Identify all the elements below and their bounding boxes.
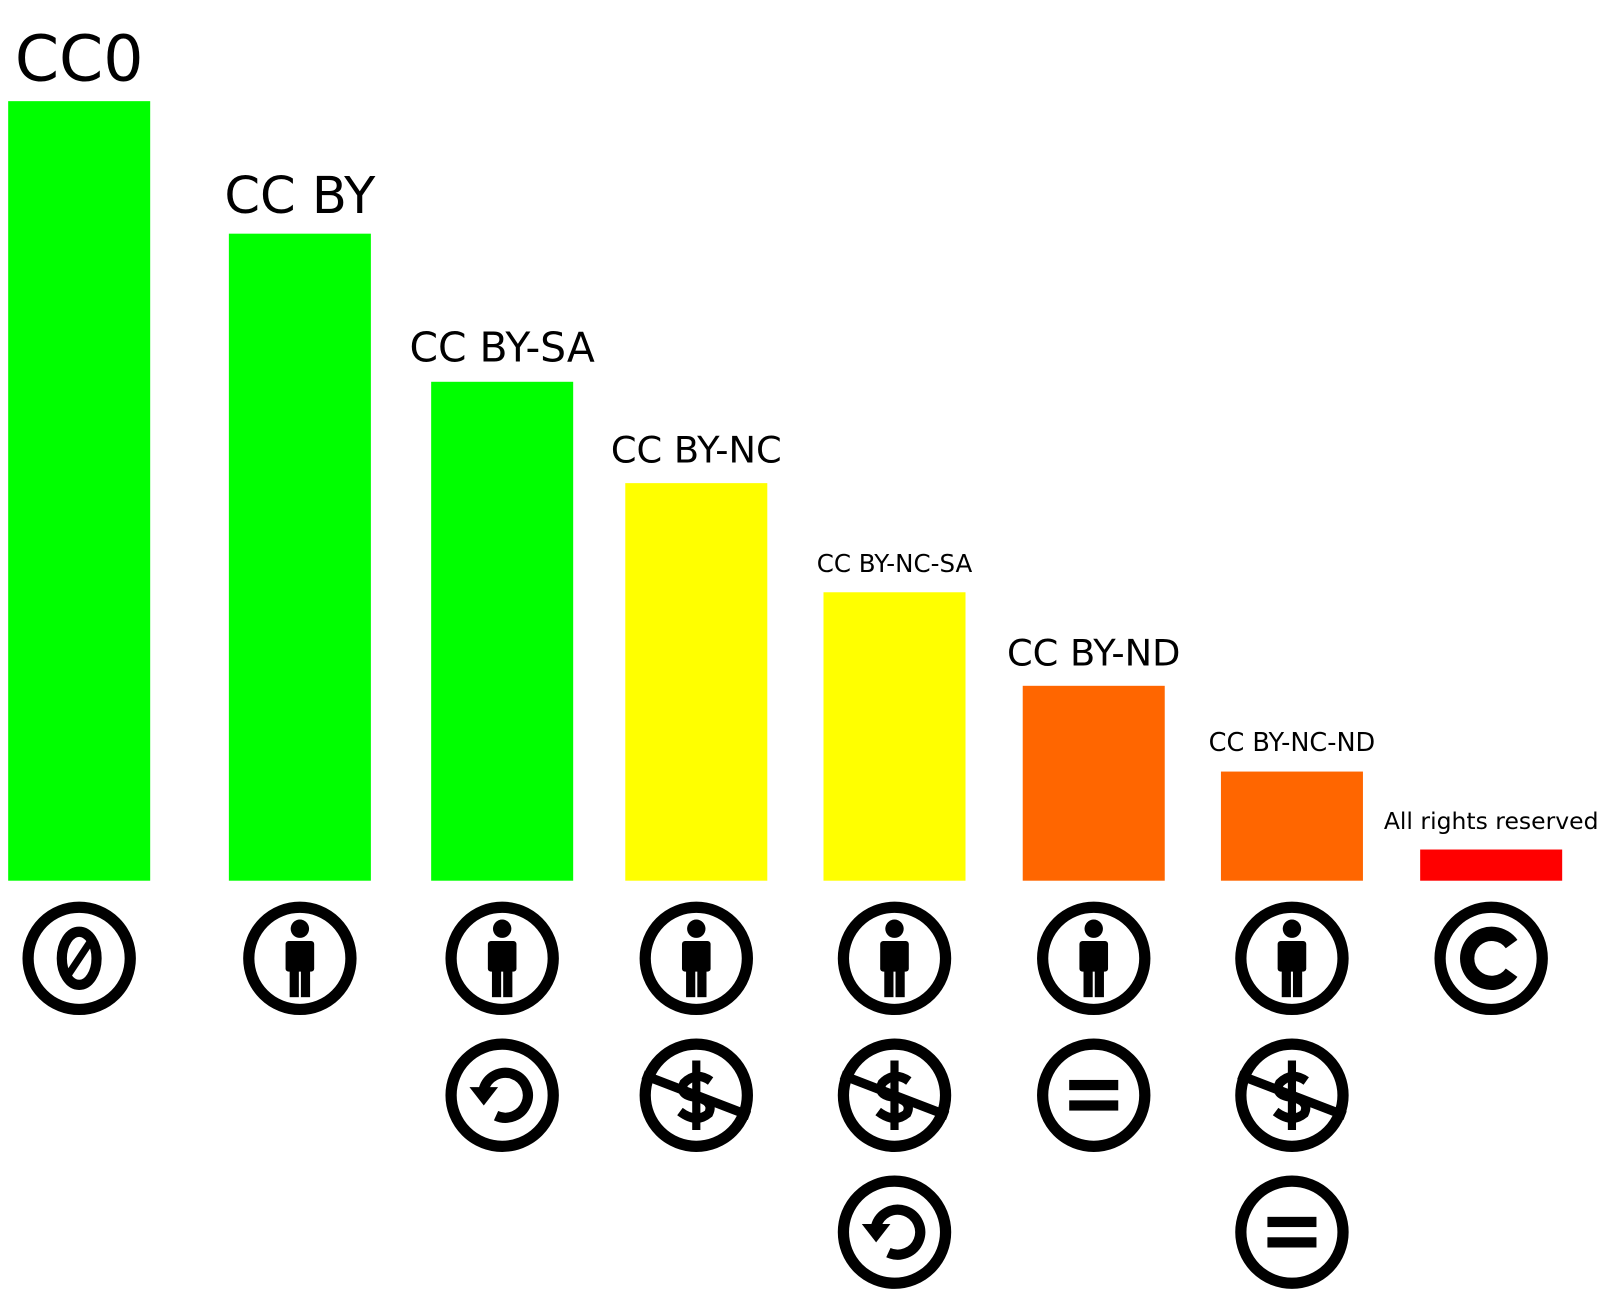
license-icon xyxy=(639,901,753,1016)
bar-label: All rights reserved xyxy=(1384,807,1599,835)
bar-label: CC BY-NC-SA xyxy=(817,549,973,578)
by-head xyxy=(687,919,706,938)
nd-bar xyxy=(1267,1237,1317,1248)
nd-bar xyxy=(1267,1216,1317,1228)
by-leg xyxy=(1083,968,1093,998)
by-body xyxy=(880,940,909,972)
by-leg xyxy=(1094,968,1104,998)
by-body xyxy=(681,940,711,972)
license-icon xyxy=(1037,1038,1151,1152)
bar xyxy=(228,233,371,881)
license-icon xyxy=(1235,901,1349,1016)
nc-strike xyxy=(1237,1070,1347,1120)
nd-bar xyxy=(1069,1100,1119,1111)
sa-head xyxy=(469,1087,499,1106)
license-icon xyxy=(445,1038,559,1152)
icon-ring xyxy=(1235,1175,1349,1289)
icon-ring xyxy=(1037,1038,1151,1152)
license-icon xyxy=(837,901,952,1016)
bar xyxy=(431,381,574,881)
sa-head xyxy=(861,1223,891,1243)
bar xyxy=(8,101,151,881)
by-leg xyxy=(686,968,696,998)
license-icon xyxy=(1235,1175,1349,1289)
by-leg xyxy=(300,968,311,998)
by-leg xyxy=(491,968,502,998)
by-head xyxy=(290,919,310,938)
by-body xyxy=(487,940,517,972)
license-icon xyxy=(837,1175,952,1289)
by-leg xyxy=(884,968,894,998)
license-icon xyxy=(837,1038,952,1152)
by-leg xyxy=(289,968,299,998)
license-icon xyxy=(22,901,136,1016)
sa-arrow xyxy=(871,1204,926,1260)
plot: CC0 CC BY CC BY-SA CC BY-NC CC BY-NC-SA CC BY… xyxy=(8,22,1599,1289)
by-body xyxy=(1277,940,1307,972)
bar xyxy=(1220,771,1363,881)
bar-label: CC BY-NC xyxy=(611,429,782,472)
bar xyxy=(625,483,768,881)
by-leg xyxy=(1281,968,1291,998)
bar xyxy=(1420,849,1563,881)
by-head xyxy=(1084,919,1103,938)
by-leg xyxy=(895,968,905,998)
bar-label: CC BY xyxy=(224,167,376,226)
icon-ring xyxy=(1434,901,1548,1016)
bar-label: CC BY-ND xyxy=(1007,631,1180,674)
by-leg xyxy=(503,968,513,998)
by-body xyxy=(1079,940,1109,972)
license-icon xyxy=(639,1038,753,1152)
sa-arrow xyxy=(478,1067,533,1123)
license-icon xyxy=(445,901,559,1016)
copyright-c xyxy=(1460,926,1518,990)
bar-label: CC BY-SA xyxy=(409,323,594,371)
bar xyxy=(1022,685,1165,881)
icon-ring xyxy=(837,1175,952,1289)
icon-ring xyxy=(445,1038,559,1152)
by-leg xyxy=(697,968,707,998)
license-icon xyxy=(1235,1038,1349,1152)
bar-label: CC0 xyxy=(15,22,144,96)
zero-slash xyxy=(63,937,95,979)
by-head xyxy=(492,919,512,938)
nd-bar xyxy=(1069,1079,1119,1091)
license-icon xyxy=(243,901,357,1016)
nc-strike xyxy=(641,1070,752,1120)
by-body xyxy=(285,940,315,972)
bar-label: CC BY-NC-ND xyxy=(1209,728,1376,758)
by-leg xyxy=(1292,968,1303,998)
nc-strike xyxy=(839,1070,950,1120)
bar xyxy=(823,592,966,881)
zero-ring xyxy=(56,926,102,991)
license-icon xyxy=(1434,901,1548,1016)
by-head xyxy=(1282,919,1302,938)
license-icon xyxy=(1037,901,1151,1016)
by-head xyxy=(885,919,904,938)
